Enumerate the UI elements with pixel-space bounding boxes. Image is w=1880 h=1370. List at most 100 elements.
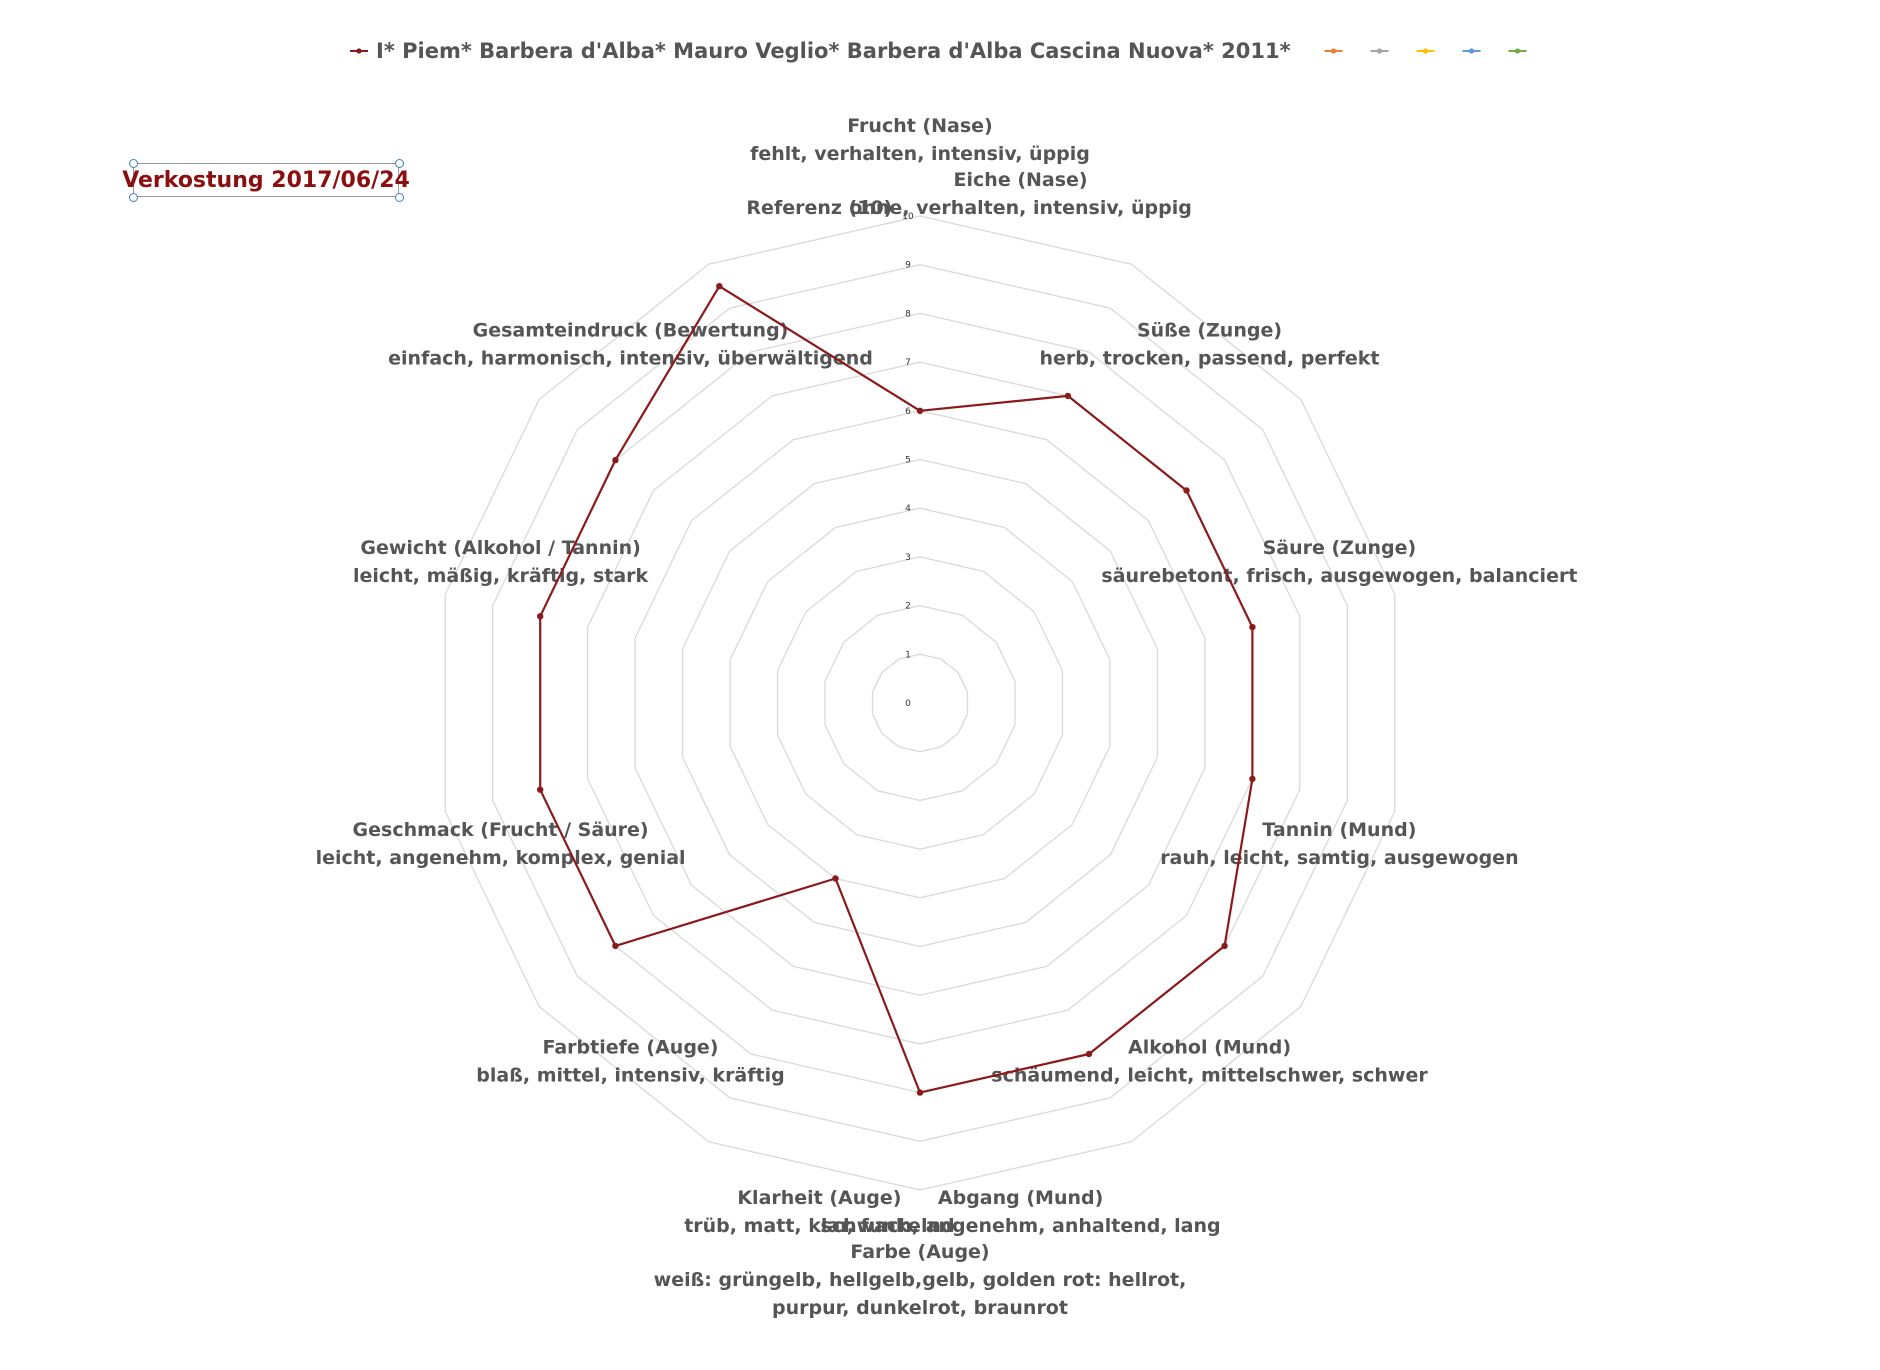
axis-title-6: Abgang (Mund) <box>938 1187 1103 1209</box>
tick-label-6: 6 <box>905 407 911 417</box>
axis-title-11: Gewicht (Alkohol / Tannin) <box>360 537 640 559</box>
axis-subtitle-0-1: fehlt, verhalten, intensiv, üppig <box>750 143 1090 165</box>
legend-item-1[interactable] <box>1324 48 1343 54</box>
grid-ring-3 <box>776 556 1064 850</box>
axis-title-0: Frucht (Nase) <box>847 115 992 137</box>
series-point-0-10[interactable] <box>537 786 544 793</box>
legend-marker-0 <box>356 48 362 54</box>
legend-marker-4 <box>1468 48 1475 54</box>
series-point-0-7[interactable] <box>916 1089 924 1096</box>
axis-label-10: Geschmack (Frucht / Säure) leicht, angene… <box>316 819 686 869</box>
axis-subtitle-7-2: purpur, dunkelrot, braunrot <box>772 1297 1068 1319</box>
axis-title-2: Süße (Zunge) <box>1137 319 1282 341</box>
axis-title-4: Tannin (Mund) <box>1262 819 1416 841</box>
tick-label-3: 3 <box>905 553 911 563</box>
grid-ring-4 <box>729 507 1111 899</box>
series-point-0-3[interactable] <box>1249 623 1256 631</box>
grid-ring-1 <box>871 653 969 753</box>
axis-labels: Frucht (Nase) fehlt, verhalten, intensiv,… <box>316 115 1578 1319</box>
axis-subtitle-11-1: leicht, mäßig, kräftig, stark <box>353 565 649 587</box>
grid-ring-10 <box>444 215 1396 1191</box>
axis-subtitle-4-1: rauh, leicht, samtig, ausgewogen <box>1160 847 1518 869</box>
axis-title-8: Klarheit (Auge) <box>737 1187 901 1209</box>
axis-label-7: Farbe (Auge) weiß: grüngelb, hellgelb,gel… <box>654 1241 1187 1319</box>
tick-labels: 0 1 2 3 4 5 6 7 8 9 10 <box>902 212 914 709</box>
axis-title-5: Alkohol (Mund) <box>1128 1037 1291 1059</box>
grid-ring-6 <box>634 410 1206 996</box>
tasting-date-annotation[interactable]: Verkostung 2017/06/24 <box>122 163 410 197</box>
legend-marker-2 <box>1376 48 1383 54</box>
axis-label-13: Referenz (10) <box>746 197 892 219</box>
axis-subtitle-1-1: ohne, verhalten, intensiv, üppig <box>849 197 1192 219</box>
tick-label-5: 5 <box>905 456 911 466</box>
axis-title-3: Säure (Zunge) <box>1263 537 1417 559</box>
axis-label-8: Klarheit (Auge) trüb, matt, klar, funkeln… <box>684 1187 954 1237</box>
series-point-0-4[interactable] <box>1249 775 1256 783</box>
axis-subtitle-2-1: herb, trocken, passend, perfekt <box>1040 347 1380 369</box>
axis-subtitle-9-1: blaß, mittel, intensiv, kräftig <box>476 1065 784 1087</box>
axis-label-9: Farbtiefe (Auge) blaß, mittel, intensiv, … <box>476 1037 784 1087</box>
grid-ring-9 <box>492 264 1348 1142</box>
series-point-0-6[interactable] <box>1085 1050 1093 1058</box>
series-point-0-13[interactable] <box>716 283 723 290</box>
axis-label-11: Gewicht (Alkohol / Tannin) leicht, mäßig,… <box>353 537 649 587</box>
tick-label-9: 9 <box>905 261 911 271</box>
tick-label-4: 4 <box>905 504 911 514</box>
legend-item-2[interactable] <box>1370 48 1389 54</box>
tick-label-0: 0 <box>905 699 911 709</box>
axis-subtitle-6-1: schwach, angenehm, anhaltend, lang <box>821 1215 1221 1237</box>
series-point-0-2[interactable] <box>1183 487 1190 494</box>
axis-subtitle-5-1: schäumend, leicht, mittelschwer, schwer <box>991 1065 1428 1087</box>
series-point-0-9[interactable] <box>612 942 619 950</box>
series-point-0-5[interactable] <box>1221 942 1228 950</box>
axis-title-7: Farbe (Auge) <box>850 1241 989 1263</box>
legend-marker-3 <box>1422 48 1429 54</box>
axis-label-1: Eiche (Nase) ohne, verhalten, intensiv, ü… <box>849 169 1192 219</box>
axis-label-6: Abgang (Mund) schwach, angenehm, anhalten… <box>821 1187 1221 1237</box>
legend-item-5[interactable] <box>1508 48 1527 54</box>
tick-label-1: 1 <box>905 650 911 660</box>
series-point-0-8[interactable] <box>832 875 839 882</box>
tick-label-10: 10 <box>902 212 914 222</box>
legend-item-3[interactable] <box>1416 48 1435 54</box>
axis-title-9: Farbtiefe (Auge) <box>543 1037 719 1059</box>
series-point-0-0[interactable] <box>916 407 924 414</box>
axis-title-1: Eiche (Nase) <box>954 169 1088 191</box>
axis-label-3: Säure (Zunge) säurebetont, frisch, ausgew… <box>1101 537 1577 587</box>
axis-label-5: Alkohol (Mund) schäumend, leicht, mittels… <box>991 1037 1428 1087</box>
axis-title-10: Geschmack (Frucht / Säure) <box>353 819 649 841</box>
axis-subtitle-8-1: trüb, matt, klar, funkelnd <box>684 1215 954 1237</box>
tasting-date-text: Verkostung 2017/06/24 <box>122 167 410 193</box>
axis-subtitle-7-1: weiß: grüngelb, hellgelb,gelb, golden ro… <box>654 1269 1187 1291</box>
series-point-0-12[interactable] <box>612 456 619 464</box>
axis-label-12: Gesamteindruck (Bewertung) einfach, harmo… <box>388 319 873 369</box>
legend-marker-1 <box>1330 48 1337 54</box>
series-point-0-11[interactable] <box>537 613 544 620</box>
legend-item-0[interactable]: I* Piem* Barbera d'Alba* Mauro Veglio* B… <box>350 39 1291 63</box>
axis-subtitle-12-1: einfach, harmonisch, intensiv, überwälti… <box>388 347 873 369</box>
resize-handle-top-left[interactable] <box>129 159 138 168</box>
tick-label-8: 8 <box>905 309 911 319</box>
legend-item-4[interactable] <box>1462 48 1481 54</box>
axis-label-4: Tannin (Mund) rauh, leicht, samtig, ausge… <box>1160 819 1518 869</box>
axis-label-2: Süße (Zunge) herb, trocken, passend, perf… <box>1040 319 1380 369</box>
tick-label-7: 7 <box>905 358 911 368</box>
legend: I* Piem* Barbera d'Alba* Mauro Veglio* B… <box>350 39 1527 63</box>
series-point-0-1[interactable] <box>1064 392 1072 400</box>
axis-label-0: Frucht (Nase) fehlt, verhalten, intensiv,… <box>750 115 1090 165</box>
resize-handle-bottom-right[interactable] <box>395 193 404 202</box>
axis-title-12: Gesamteindruck (Bewertung) <box>473 319 789 341</box>
resize-handle-top-right[interactable] <box>395 159 404 168</box>
legend-label-0: I* Piem* Barbera d'Alba* Mauro Veglio* B… <box>376 39 1291 63</box>
axis-subtitle-10-1: leicht, angenehm, komplex, genial <box>316 847 686 869</box>
series-layer <box>537 283 1256 1096</box>
grid-ring-5 <box>681 458 1159 948</box>
grid-ring-2 <box>824 604 1016 802</box>
tick-label-2: 2 <box>905 602 911 612</box>
axis-subtitle-3-1: säurebetont, frisch, ausgewogen, balanci… <box>1101 565 1577 587</box>
axis-title-13: Referenz (10) <box>746 197 892 219</box>
legend-marker-5 <box>1514 48 1521 54</box>
resize-handle-bottom-left[interactable] <box>129 193 138 202</box>
